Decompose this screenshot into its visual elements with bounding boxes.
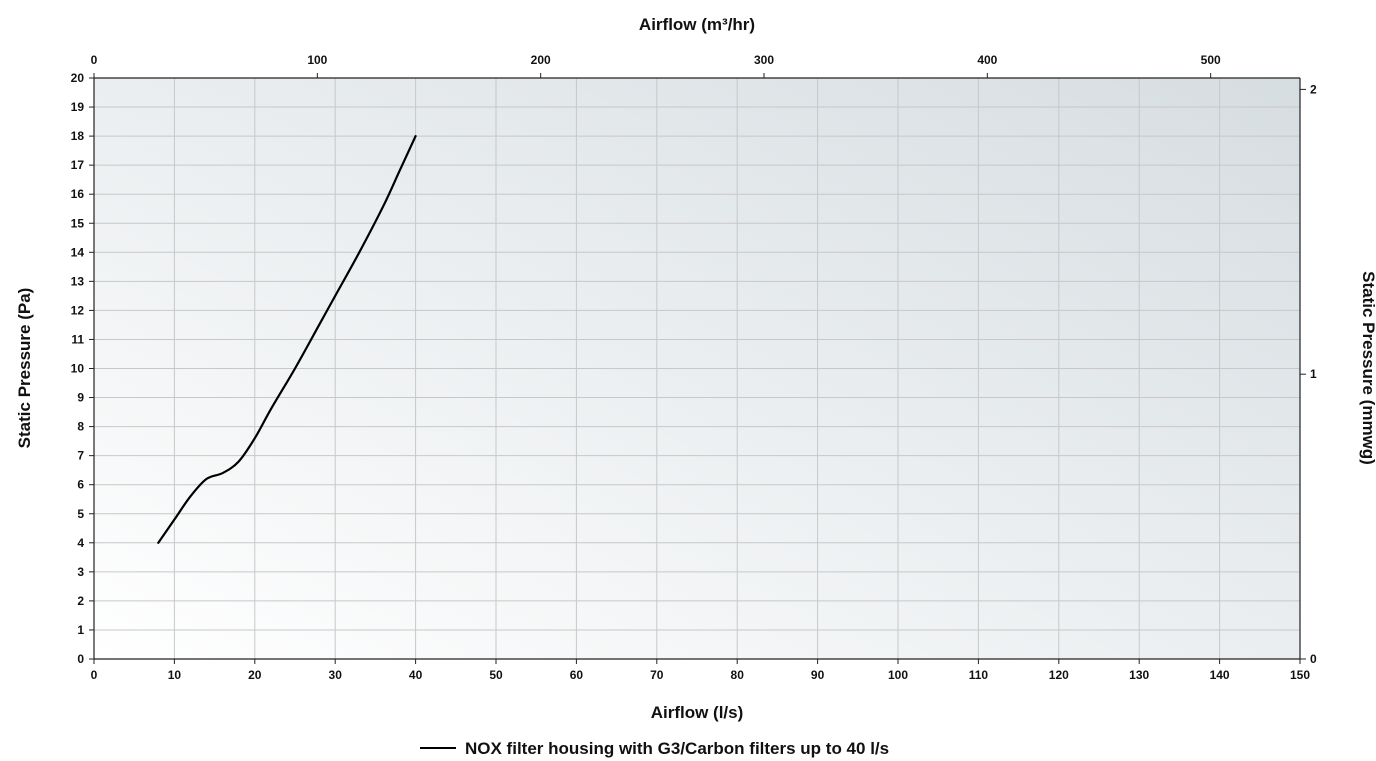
y-tick-label: 17 bbox=[71, 158, 85, 172]
y-tick-label: 9 bbox=[77, 391, 84, 405]
y-tick-label: 0 bbox=[77, 652, 84, 666]
legend: NOX filter housing with G3/Carbon filter… bbox=[420, 739, 889, 758]
y2-axis-title: Static Pressure (mmwg) bbox=[1359, 271, 1376, 465]
x2-tick-label: 100 bbox=[307, 53, 327, 67]
x-tick-label: 140 bbox=[1210, 668, 1230, 682]
y-axis-title: Static Pressure (Pa) bbox=[15, 288, 34, 449]
y-tick-label: 3 bbox=[77, 565, 84, 579]
x-tick-label: 70 bbox=[650, 668, 664, 682]
x-tick-label: 150 bbox=[1290, 668, 1310, 682]
y-tick-label: 5 bbox=[77, 507, 84, 521]
x2-tick-label: 500 bbox=[1201, 53, 1221, 67]
y-tick-label: 12 bbox=[71, 303, 85, 317]
x-tick-label: 60 bbox=[570, 668, 584, 682]
x2-tick-label: 300 bbox=[754, 53, 774, 67]
x-tick-label: 100 bbox=[888, 668, 908, 682]
legend-label: NOX filter housing with G3/Carbon filter… bbox=[465, 739, 889, 758]
x-tick-label: 80 bbox=[731, 668, 745, 682]
x-axis-title: Airflow (l/s) bbox=[651, 703, 744, 722]
x2-axis-title: Airflow (m³/hr) bbox=[639, 15, 755, 34]
y-tick-label: 16 bbox=[71, 187, 85, 201]
x-tick-label: 40 bbox=[409, 668, 423, 682]
y-tick-label: 8 bbox=[77, 420, 84, 434]
tick-labels: 0 10 20 30 40 50 60 70 80 90 100 110 120 130 140 150012… bbox=[71, 53, 1317, 682]
x-tick-label: 90 bbox=[811, 668, 825, 682]
y-tick-label: 4 bbox=[77, 536, 84, 550]
y-tick-label: 15 bbox=[71, 216, 85, 230]
y2-tick-label: 1 bbox=[1310, 367, 1317, 381]
x-tick-label: 110 bbox=[969, 668, 989, 682]
x2-tick-label: 400 bbox=[977, 53, 997, 67]
y-tick-label: 11 bbox=[71, 332, 84, 346]
x2-tick-label: 0 bbox=[91, 53, 98, 67]
x-tick-label: 130 bbox=[1129, 668, 1149, 682]
y2-tick-label: 0 bbox=[1310, 652, 1317, 666]
x-tick-label: 30 bbox=[329, 668, 343, 682]
x-tick-label: 20 bbox=[248, 668, 262, 682]
x-tick-label: 0 bbox=[91, 668, 98, 682]
gridlines bbox=[93, 77, 1301, 660]
y-tick-label: 13 bbox=[71, 274, 85, 288]
y-tick-label: 2 bbox=[77, 594, 84, 608]
y-tick-label: 10 bbox=[71, 362, 85, 376]
x-tick-label: 10 bbox=[168, 668, 182, 682]
y-tick-label: 7 bbox=[77, 449, 84, 463]
y-tick-label: 1 bbox=[77, 623, 84, 637]
y-tick-label: 6 bbox=[77, 478, 84, 492]
y2-tick-label: 2 bbox=[1310, 82, 1317, 96]
x-tick-label: 50 bbox=[489, 668, 503, 682]
y-tick-label: 14 bbox=[71, 245, 85, 259]
series-line bbox=[157, 135, 417, 544]
axes bbox=[89, 73, 1306, 664]
y-tick-label: 19 bbox=[71, 100, 85, 114]
y-tick-label: 20 bbox=[71, 71, 85, 85]
series-layer bbox=[157, 135, 417, 544]
x2-tick-label: 200 bbox=[531, 53, 551, 67]
x-tick-label: 120 bbox=[1049, 668, 1069, 682]
y-tick-label: 18 bbox=[71, 129, 85, 143]
